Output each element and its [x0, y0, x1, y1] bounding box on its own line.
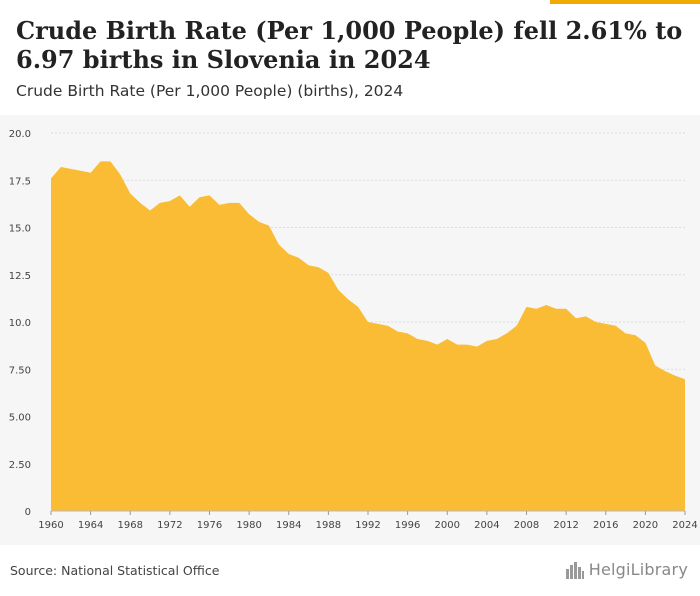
y-tick-label: 17.5: [9, 176, 31, 187]
top-accent-bar: [0, 0, 700, 4]
brand-logo: HelgiLibrary: [565, 560, 688, 579]
x-tick-label: 2016: [593, 520, 618, 531]
y-tick-label: 15.0: [9, 224, 31, 235]
y-tick-label: 7.50: [9, 365, 31, 376]
x-tick-label: 2020: [633, 520, 658, 531]
y-tick-label: 2.50: [9, 460, 31, 471]
chart-subtitle: Crude Birth Rate (Per 1,000 People) (bir…: [16, 82, 404, 100]
x-tick-label: 1968: [118, 520, 143, 531]
x-tick-label: 1972: [157, 520, 182, 531]
x-tick-label: 1984: [276, 520, 301, 531]
chart-title: Crude Birth Rate (Per 1,000 People) fell…: [16, 16, 683, 74]
y-tick-label: 12.5: [9, 271, 31, 282]
x-tick-label: 2008: [514, 520, 539, 531]
y-tick-label: 10.0: [9, 318, 31, 329]
birth-rate-area: [51, 161, 685, 511]
y-tick-label: 20.0: [9, 129, 31, 140]
source-note: Source: National Statistical Office: [10, 563, 220, 578]
x-tick-label: 1980: [236, 520, 261, 531]
top-accent-stripe: [550, 0, 700, 4]
x-tick-label: 1996: [395, 520, 420, 531]
x-tick-label: 1960: [38, 520, 63, 531]
x-tick-label: 1964: [78, 520, 103, 531]
x-tick-label: 1988: [316, 520, 341, 531]
y-tick-label: 5.00: [9, 413, 31, 424]
x-tick-label: 2012: [553, 520, 578, 531]
city-skyline-icon: [565, 561, 584, 579]
x-tick-label: 1976: [197, 520, 222, 531]
x-tick-label: 2000: [435, 520, 460, 531]
x-tick-label: 2024: [672, 520, 697, 531]
x-tick-label: 2004: [474, 520, 499, 531]
brand-name: HelgiLibrary: [588, 560, 688, 579]
y-tick-label: 0: [25, 507, 31, 518]
x-tick-label: 1992: [355, 520, 380, 531]
